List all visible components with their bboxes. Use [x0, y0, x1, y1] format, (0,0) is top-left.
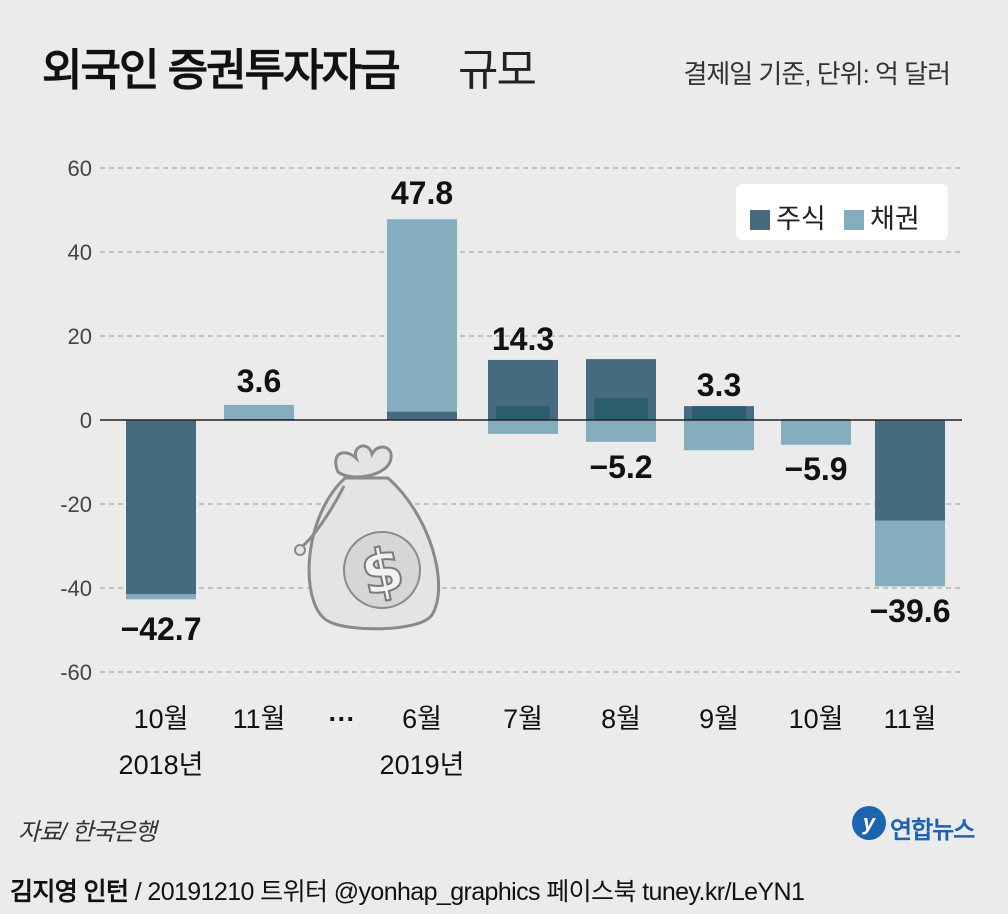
data-label: 47.8 [391, 175, 453, 211]
data-label: 3.6 [237, 363, 281, 399]
data-label: −5.2 [589, 449, 652, 485]
legend-item-bond: 채권 [844, 197, 920, 236]
bar-bond [387, 219, 457, 412]
y-tick-label: 0 [80, 408, 92, 433]
bar-stock [875, 420, 945, 521]
credit-details: / 20191210 트위터 @yonhap_graphics 페이스북 tun… [128, 878, 805, 906]
y-tick-label: 40 [68, 240, 92, 265]
legend-label-bond: 채권 [870, 204, 920, 234]
year-label: 2019년 [380, 750, 465, 780]
legend: 주식 채권 [736, 184, 948, 240]
legend-swatch-stock [750, 210, 770, 230]
bar-bond [684, 420, 754, 451]
x-tick-label: 7월 [503, 704, 543, 734]
bar-bond [781, 420, 851, 445]
legend-label-stock: 주식 [776, 204, 826, 234]
money-bag-icon: $ [294, 444, 441, 631]
y-tick-label: 60 [68, 156, 92, 181]
y-tick-label: -60 [60, 660, 92, 685]
bar-bond [488, 420, 558, 434]
source-note: 자료/ 한국은행 [18, 819, 157, 846]
header-band [0, 0, 1008, 128]
data-label: 14.3 [492, 321, 554, 357]
x-tick-label: 8월 [601, 704, 641, 734]
data-label: −39.6 [870, 593, 951, 629]
bar-overlap [496, 406, 550, 420]
data-label: 3.3 [697, 367, 741, 403]
y-tick-label: -20 [60, 492, 92, 517]
bar-bond [224, 404, 294, 419]
bar-bond [875, 520, 945, 587]
x-tick-label: 11월 [233, 704, 286, 734]
unit-note: 결제일 기준, 단위: 억 달러 [683, 59, 951, 89]
data-label: −5.9 [784, 451, 847, 487]
author-name: 김지영 인턴 [10, 878, 129, 906]
legend-item-stock: 주식 [750, 197, 826, 236]
yonhap-logo-icon: y [852, 806, 886, 840]
yonhap-logo-text: 연합뉴스 [890, 817, 975, 844]
year-label: 2018년 [119, 750, 204, 780]
legend-swatch-bond [844, 210, 864, 230]
gap-ellipsis: ··· [329, 704, 356, 734]
x-tick-label: 9월 [699, 704, 739, 734]
x-tick-label: 11월 [884, 704, 937, 734]
bar-stock [126, 420, 196, 595]
bar-bond [586, 420, 656, 442]
y-tick-label: 20 [68, 324, 92, 349]
bar-bond [126, 594, 196, 600]
bar-stock [387, 411, 457, 420]
data-label: −42.7 [121, 611, 202, 647]
bar-overlap [594, 398, 648, 420]
x-tick-label: 10월 [134, 704, 189, 734]
x-tick-label: 6월 [402, 704, 442, 734]
bar-overlap [692, 406, 746, 420]
x-tick-label: 10월 [789, 704, 844, 734]
chart-title: 외국인 증권투자자금 [42, 46, 401, 95]
chart-title-suffix: 규모 [458, 46, 537, 95]
credit-line: 김지영 인턴 / 20191210 트위터 @yonhap_graphics 페… [10, 872, 805, 908]
yonhap-logo: y 연합뉴스 [852, 806, 1002, 846]
y-tick-label: -40 [60, 576, 92, 601]
